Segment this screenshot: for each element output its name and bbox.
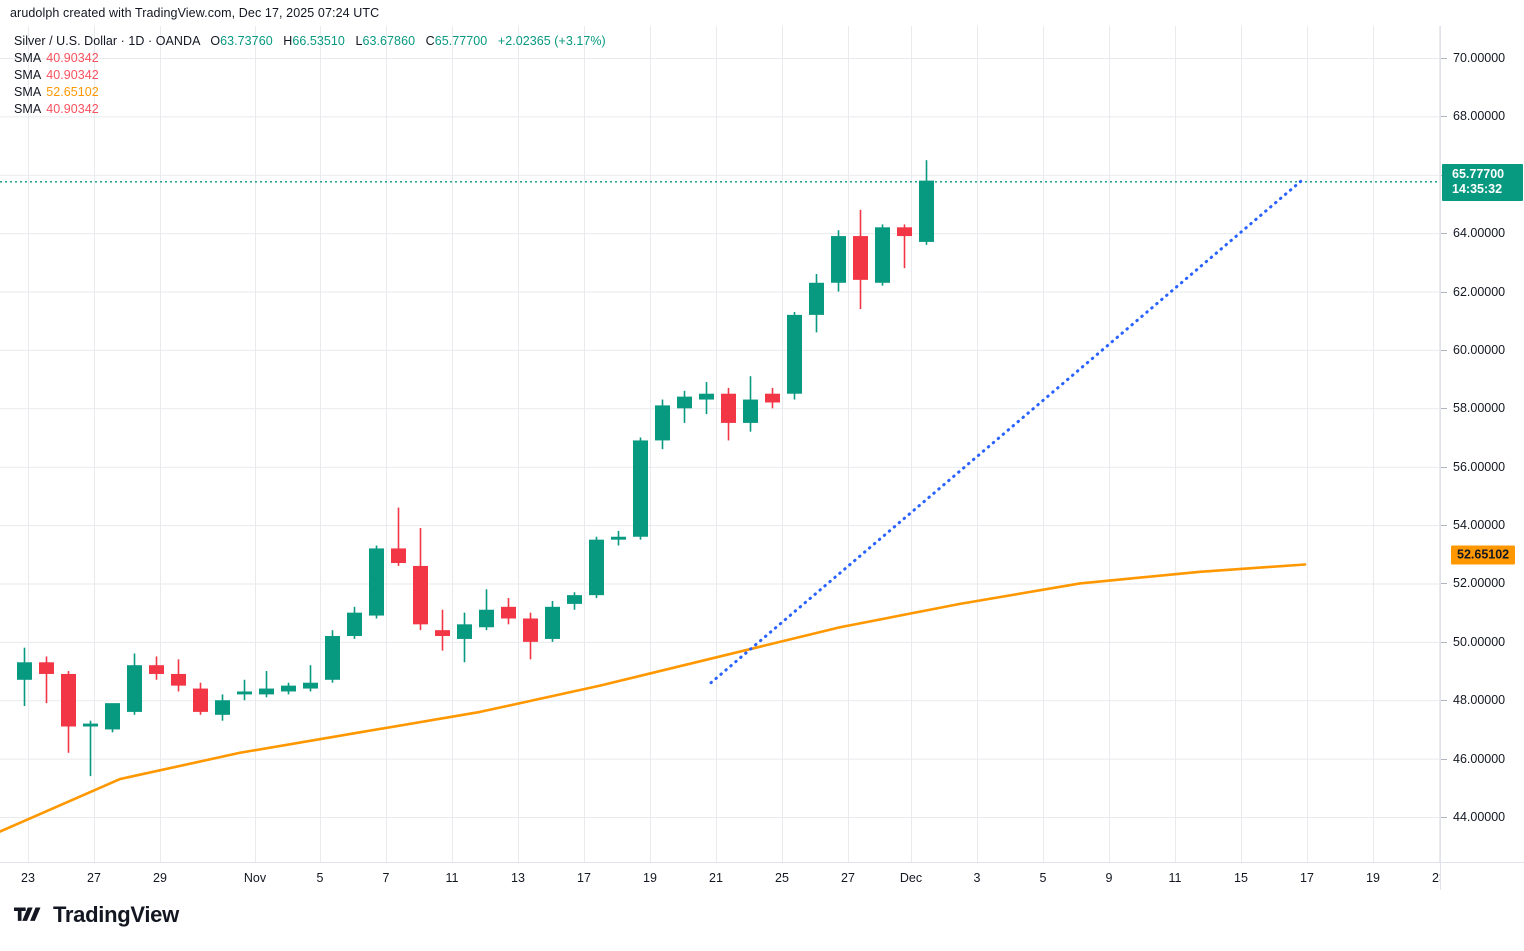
tradingview-logo-icon bbox=[14, 907, 41, 921]
price-tick-mark bbox=[1441, 641, 1447, 643]
price-tick-mark bbox=[1441, 408, 1447, 410]
current-price-value: 65.77700 bbox=[1452, 167, 1505, 182]
chart-series-layer bbox=[0, 160, 1440, 833]
price-tick-label: 54.00000 bbox=[1453, 518, 1506, 533]
price-tick-mark bbox=[1441, 525, 1447, 527]
price-tick-label: 70.00000 bbox=[1453, 51, 1506, 65]
price-tick-mark bbox=[1441, 291, 1447, 293]
price-tick-mark bbox=[1441, 758, 1447, 760]
time-tick-label: Nov bbox=[243, 871, 267, 885]
price-tick-label: 68.00000 bbox=[1453, 109, 1506, 124]
time-tick-label: 15 bbox=[1234, 871, 1248, 885]
time-tick-label: 27 bbox=[87, 871, 101, 885]
price-tick-label: 60.00000 bbox=[1453, 342, 1506, 357]
time-scale[interactable]: 23 27 29 Nov 5 7 11 13 17 19 21 25 27 Dec 3 5 9 11 15 17 19 2… bbox=[0, 862, 1446, 890]
price-tick-label: 46.00000 bbox=[1453, 751, 1506, 766]
price-tick-mark bbox=[1441, 116, 1447, 118]
time-tick-label: 17 bbox=[577, 871, 591, 885]
time-tick-label: 13 bbox=[511, 871, 525, 885]
price-tick-mark bbox=[1441, 817, 1447, 818]
time-tick-label: 21 bbox=[709, 871, 723, 885]
current-price-countdown: 14:35:32 bbox=[1452, 182, 1503, 197]
price-tick-label: 64.00000 bbox=[1453, 226, 1506, 241]
time-tick-label: Dec bbox=[899, 871, 923, 885]
time-tick-label: 9 bbox=[1105, 871, 1113, 885]
time-tick-label: 17 bbox=[1300, 871, 1314, 885]
price-tick-mark bbox=[1441, 349, 1447, 351]
time-tick-label: 11 bbox=[445, 871, 459, 885]
price-tick-mark bbox=[1441, 58, 1447, 59]
time-tick-label: 25 bbox=[775, 871, 789, 885]
price-scale[interactable]: 70.0000068.0000066.0000064.0000062.00000… bbox=[1440, 26, 1524, 862]
time-tick-label: 29 bbox=[153, 871, 167, 885]
price-tick-mark bbox=[1441, 583, 1447, 585]
time-tick-label: 5 bbox=[316, 871, 324, 885]
time-tick-label: 27 bbox=[841, 871, 855, 885]
price-tick-label: 58.00000 bbox=[1453, 401, 1506, 416]
price-tick-label: 56.00000 bbox=[1453, 459, 1506, 474]
price-tick-mark bbox=[1441, 700, 1447, 702]
time-tick-label: 19 bbox=[1366, 871, 1380, 885]
tradingview-wordmark: TradingView bbox=[53, 902, 179, 927]
price-tick-label: 52.00000 bbox=[1453, 576, 1506, 591]
time-tick-label: 23 bbox=[21, 871, 35, 885]
chart-gridlines bbox=[0, 26, 1440, 862]
time-tick-label: 19 bbox=[643, 871, 657, 885]
price-tick-label: 44.00000 bbox=[1453, 810, 1506, 824]
time-tick-label: 3 bbox=[973, 871, 981, 885]
price-tick-label: 48.00000 bbox=[1453, 693, 1506, 708]
price-tick-label: 50.00000 bbox=[1453, 634, 1506, 649]
price-tick-mark bbox=[1441, 466, 1447, 468]
footer-branding: TradingView bbox=[14, 902, 179, 928]
time-tick-label: 11 bbox=[1168, 871, 1182, 885]
chart-plot-area[interactable] bbox=[0, 26, 1440, 862]
time-tick-label: 5 bbox=[1039, 871, 1047, 885]
attribution-text: arudolph created with TradingView.com, D… bbox=[10, 6, 380, 20]
sma-value-badge: 52.65102 bbox=[1451, 545, 1516, 565]
time-tick-label: 7 bbox=[382, 871, 390, 885]
time-scale-corner bbox=[1440, 862, 1524, 890]
current-price-badge: 65.77700 14:35:32 bbox=[1442, 164, 1523, 202]
price-tick-mark bbox=[1441, 233, 1447, 235]
price-tick-label: 62.00000 bbox=[1453, 284, 1506, 299]
